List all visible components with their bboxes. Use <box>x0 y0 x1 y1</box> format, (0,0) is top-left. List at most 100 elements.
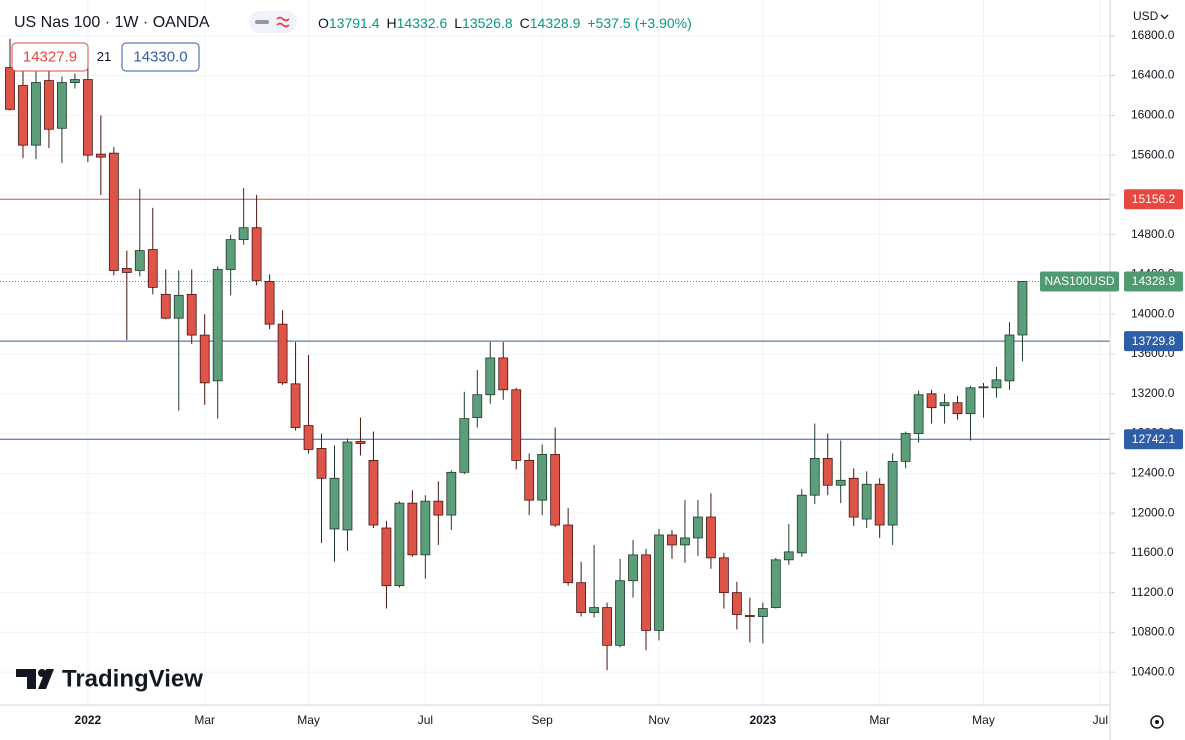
candle-body <box>95 153 106 158</box>
settings-icon[interactable] <box>1150 715 1164 729</box>
candle-body <box>978 386 989 389</box>
y-tick-label: 15600.0 <box>1131 147 1175 161</box>
candle-body <box>199 334 210 384</box>
plot-area <box>0 0 1110 705</box>
candle-body <box>238 227 249 241</box>
x-tick-label: Nov <box>648 713 669 727</box>
overlay: US Nas 100 · 1W · OANDA O13791.4 H14332.6… <box>11 9 1169 729</box>
time-axis-bg <box>0 705 1110 740</box>
candle-body <box>615 580 625 646</box>
last-price-label: 14328.9 <box>1132 274 1176 288</box>
ohlc-value: 13791.4 <box>329 15 380 31</box>
candle-body <box>680 537 690 546</box>
candle-body <box>576 582 587 613</box>
logo-icon <box>16 669 54 689</box>
candle-body <box>602 607 612 646</box>
y-tick-label: 11600.0 <box>1131 545 1174 559</box>
candle-body <box>887 460 898 526</box>
candle-body <box>861 483 872 520</box>
candle-body <box>900 433 911 462</box>
candle-body <box>303 425 314 450</box>
candle-body <box>783 551 794 561</box>
x-tick-label: Jul <box>418 713 433 727</box>
candle-body <box>277 323 288 384</box>
last-price-label-bg <box>1124 271 1183 292</box>
candle-body <box>485 357 496 396</box>
level-label: 13729.8 <box>1132 334 1176 348</box>
candle-body <box>459 418 470 473</box>
change: +537.5 <box>587 15 630 31</box>
indicator-badge[interactable] <box>249 11 297 33</box>
spread: 21 <box>97 49 111 64</box>
candle-body <box>874 483 885 526</box>
candle-body <box>57 82 67 129</box>
candle-body <box>342 441 353 531</box>
currency-dropdown[interactable] <box>1160 14 1169 20</box>
ohlc-key: H <box>387 15 397 31</box>
candle-body <box>18 85 28 146</box>
change-pct: (+3.90%) <box>635 15 692 31</box>
candle-body <box>706 516 716 559</box>
badge-icon <box>255 20 269 24</box>
y-tick-label: 14800.0 <box>1131 227 1175 241</box>
x-tick-label: May <box>297 713 320 727</box>
candle-body <box>407 502 418 556</box>
candle-body <box>472 394 483 419</box>
y-tick-label: 12400.0 <box>1131 465 1175 479</box>
candle-body <box>965 387 976 415</box>
badge-icon <box>276 16 290 28</box>
candle-body <box>160 293 171 319</box>
ohlc-readout: O13791.4 H14332.6 L13526.8 C14328.9 +537.5 (+… <box>318 15 692 31</box>
candle-body <box>381 527 392 587</box>
candle-body <box>848 477 859 518</box>
symbol-label-bg <box>1040 271 1119 292</box>
y-tick-label: 10800.0 <box>1131 625 1175 639</box>
candle-body <box>744 615 755 617</box>
candle-body <box>394 502 405 587</box>
x-tick-label: 2022 <box>75 713 102 727</box>
level-label-bg <box>1124 189 1183 210</box>
candle-body <box>809 457 820 496</box>
candle-body <box>5 67 15 110</box>
currency[interactable]: USD <box>1133 9 1159 23</box>
candle-body <box>134 250 145 271</box>
buy-button[interactable] <box>121 42 200 72</box>
candle-body <box>796 494 807 554</box>
price-axis-bg <box>1110 0 1185 740</box>
candle-body <box>329 477 340 530</box>
buy-price[interactable]: 14330.0 <box>133 48 187 65</box>
candle-body <box>667 534 677 546</box>
level-label-bg <box>1124 429 1183 450</box>
candle-body <box>316 448 327 479</box>
y-tick-label: 12000.0 <box>1131 505 1175 519</box>
candle-body <box>628 554 638 582</box>
candle-body <box>537 454 548 501</box>
candle-body <box>82 79 93 156</box>
ohlc-value: 13526.8 <box>462 15 513 31</box>
candle-body <box>355 441 366 444</box>
candle-body <box>524 459 535 501</box>
candle-body <box>70 79 80 83</box>
sell-price[interactable]: 14327.9 <box>23 48 77 65</box>
x-tick-label: Sep <box>532 713 554 727</box>
level-label-bg <box>1124 331 1183 352</box>
candle-body <box>225 239 236 270</box>
candle-body <box>251 227 262 281</box>
candle-body <box>926 393 937 409</box>
sell-button[interactable] <box>11 42 89 72</box>
candle-body <box>368 459 379 526</box>
candle-body <box>264 281 275 325</box>
candle-body <box>108 152 119 271</box>
candle-body <box>550 454 561 526</box>
candle-body <box>420 500 431 556</box>
candle-body <box>757 608 768 617</box>
candle-body <box>173 294 184 319</box>
candle-body <box>1017 281 1028 336</box>
candle-body <box>498 357 509 391</box>
logo-text: TradingView <box>62 665 203 692</box>
settings-icon-center[interactable] <box>1155 720 1159 724</box>
candle-body <box>121 268 132 273</box>
candle-body <box>693 516 703 539</box>
